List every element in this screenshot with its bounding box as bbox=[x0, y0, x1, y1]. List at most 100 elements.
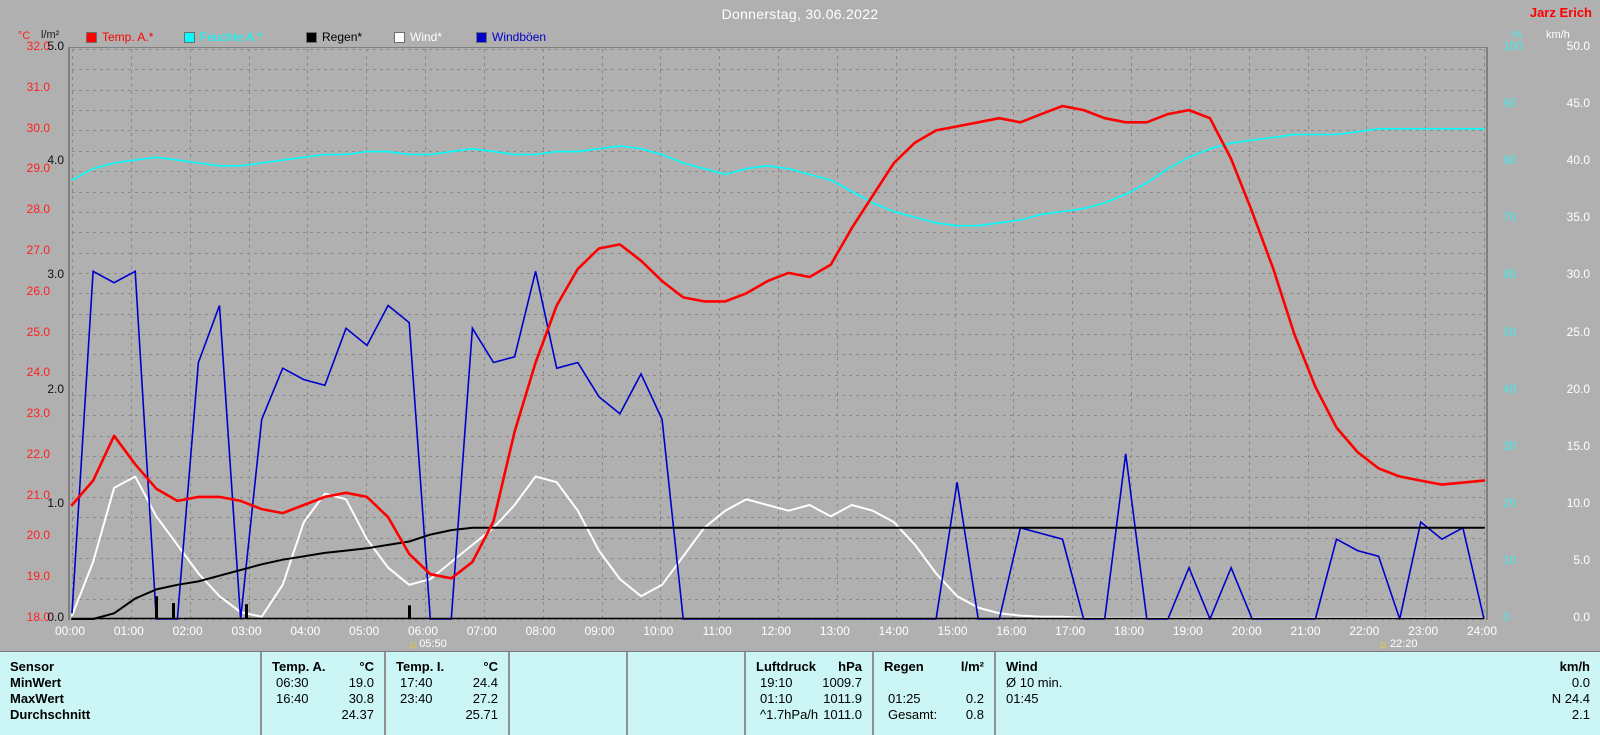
time-tick-0400: 04:00 bbox=[290, 624, 321, 638]
wind-tick-50.0: 50.0 bbox=[1566, 39, 1590, 53]
legend-item-temp-aussen[interactable]: Temp. A.* bbox=[86, 30, 153, 44]
legend-swatch-icon bbox=[476, 31, 487, 43]
legend-swatch-icon bbox=[306, 31, 317, 43]
temp-tick-24.0: 24.0 bbox=[26, 365, 50, 379]
table-column-5: Luftdruck hPa 19:10 1009.7 01:10 1011.9 ^1.7hP… bbox=[746, 652, 874, 735]
chart-canvas bbox=[70, 49, 1486, 620]
table-row: Ø 10 min. 0.0 bbox=[996, 674, 1600, 691]
wind-tick-5.0: 5.0 bbox=[1573, 553, 1590, 567]
wind-tick-20.0: 20.0 bbox=[1566, 382, 1590, 396]
row-label: MaxWert bbox=[10, 691, 64, 706]
column-header-left: Regen bbox=[884, 659, 924, 674]
table-row: 01:45 N 24.4 bbox=[996, 690, 1600, 707]
table-row: 01:10 1011.9 bbox=[746, 690, 872, 707]
table-row: 25.71 bbox=[386, 706, 508, 723]
table-row bbox=[510, 706, 626, 723]
table-header-row: Temp. I. °C bbox=[386, 658, 508, 675]
cell-time: 06:30 bbox=[276, 675, 309, 690]
table-column-6: Regen l/m² 01:25 0.2 Gesamt: 0.8 bbox=[874, 652, 996, 735]
cell-time: 23:40 bbox=[400, 691, 433, 706]
rain-tick-2.0: 2.0 bbox=[47, 382, 64, 396]
column-header-left: Wind bbox=[1006, 659, 1038, 674]
wind-tick-0.0: 0.0 bbox=[1573, 610, 1590, 624]
left-rain-unit: l/m² bbox=[41, 29, 60, 41]
table-header-row bbox=[510, 658, 626, 675]
wind-tick-40.0: 40.0 bbox=[1566, 153, 1590, 167]
legend-item-label: Windböen bbox=[492, 30, 547, 44]
table-row: 06:30 19.0 bbox=[262, 674, 384, 691]
table-row bbox=[510, 674, 626, 691]
series-feuchte-aussen bbox=[71, 128, 1485, 227]
cell-value: 30.8 bbox=[348, 691, 374, 706]
time-tick-1900: 19:00 bbox=[1172, 624, 1203, 638]
hum-tick-0: 0 bbox=[1503, 610, 1510, 624]
table-column-2: Temp. I. °C 17:40 24.4 23:40 27.2 25.71 bbox=[386, 652, 510, 735]
row-label: Durchschnitt bbox=[10, 707, 91, 722]
table-column-4 bbox=[628, 652, 746, 735]
table-row bbox=[628, 690, 744, 707]
station-name: Jarz Erich bbox=[1529, 5, 1592, 20]
table-column-1: Temp. A. °C 06:30 19.0 16:40 30.8 24.37 bbox=[262, 652, 386, 735]
table-row: 24.37 bbox=[262, 706, 384, 723]
sunset-icon: ☼ bbox=[1377, 637, 1389, 651]
rain-event-bars bbox=[155, 596, 411, 619]
cell-value: 24.37 bbox=[341, 707, 374, 722]
cell-value: 0.8 bbox=[965, 707, 984, 722]
legend-item-regen[interactable]: Regen* bbox=[306, 30, 362, 44]
time-tick-0600: 06:00 bbox=[407, 624, 439, 638]
temp-tick-19.0: 19.0 bbox=[26, 569, 50, 583]
temp-tick-26.0: 26.0 bbox=[26, 284, 50, 298]
column-header-left: Temp. I. bbox=[396, 659, 445, 674]
legend-swatch-icon bbox=[184, 31, 195, 43]
sunrise-icon: ☼ bbox=[407, 637, 419, 651]
cell-time: 17:40 bbox=[400, 675, 433, 690]
time-tick-0500: 05:00 bbox=[349, 624, 380, 638]
legend-item-label: Regen* bbox=[322, 30, 363, 44]
column-header-unit: °C bbox=[483, 659, 498, 674]
summary-table: Sensor MinWert MaxWert Durchschnitt Temp. A.… bbox=[0, 651, 1600, 735]
wind-tick-35.0: 35.0 bbox=[1566, 210, 1590, 224]
rain-tick-4.0: 4.0 bbox=[47, 153, 64, 167]
chart-gridlines bbox=[72, 49, 1485, 620]
time-tick-0200: 02:00 bbox=[172, 624, 203, 638]
time-tick-2100: 21:00 bbox=[1290, 624, 1321, 638]
cell-time: 01:45 bbox=[1006, 691, 1039, 706]
time-tick-2300: 23:00 bbox=[1408, 624, 1439, 638]
legend-item-windboen[interactable]: Windböen bbox=[476, 30, 546, 44]
chart-plot-area[interactable] bbox=[68, 47, 1488, 620]
wind-tick-10.0: 10.0 bbox=[1566, 496, 1590, 510]
cell-value: 1011.9 bbox=[823, 691, 862, 706]
table-row: 16:40 30.8 bbox=[262, 690, 384, 707]
temp-tick-20.0: 20.0 bbox=[26, 528, 50, 542]
cell-time: ^1.7hPa/h bbox=[760, 707, 819, 722]
hum-tick-30: 30 bbox=[1503, 439, 1517, 453]
legend-item-feuchte-aussen[interactable]: Feuchte A.* bbox=[184, 30, 262, 44]
table-row: MaxWert bbox=[0, 690, 260, 707]
temp-tick-32.0: 32.0 bbox=[26, 39, 50, 53]
table-header-row: Wind km/h bbox=[996, 658, 1600, 675]
temp-tick-29.0: 29.0 bbox=[26, 161, 50, 175]
wind-tick-45.0: 45.0 bbox=[1566, 96, 1590, 110]
cell-value: 0.0 bbox=[1571, 675, 1590, 690]
rain-tick-0.0: 0.0 bbox=[47, 610, 64, 624]
rain-tick-1.0: 1.0 bbox=[47, 496, 64, 510]
time-tick-2200: 22:00 bbox=[1349, 624, 1380, 638]
table-row: 19:10 1009.7 bbox=[746, 674, 872, 691]
right-hum-unit: % bbox=[1512, 29, 1522, 41]
cell-value: N 24.4 bbox=[1551, 691, 1590, 706]
hum-tick-40: 40 bbox=[1503, 382, 1517, 396]
temp-tick-25.0: 25.0 bbox=[26, 325, 50, 339]
hum-tick-20: 20 bbox=[1503, 496, 1517, 510]
cell-time: Gesamt: bbox=[888, 707, 938, 722]
table-row bbox=[628, 674, 744, 691]
legend-item-wind[interactable]: Wind* bbox=[394, 30, 442, 44]
page-title: Donnerstag, 30.06.2022 bbox=[721, 6, 879, 22]
series-temp-aussen bbox=[70, 104, 1486, 580]
time-tick-1100: 11:00 bbox=[702, 624, 732, 638]
cell-value: 24.4 bbox=[472, 675, 498, 690]
wind-tick-30.0: 30.0 bbox=[1566, 267, 1590, 281]
right-wind-unit: km/h bbox=[1546, 29, 1570, 41]
time-tick-0300: 03:00 bbox=[231, 624, 262, 638]
cell-time: Ø 10 min. bbox=[1006, 675, 1063, 690]
